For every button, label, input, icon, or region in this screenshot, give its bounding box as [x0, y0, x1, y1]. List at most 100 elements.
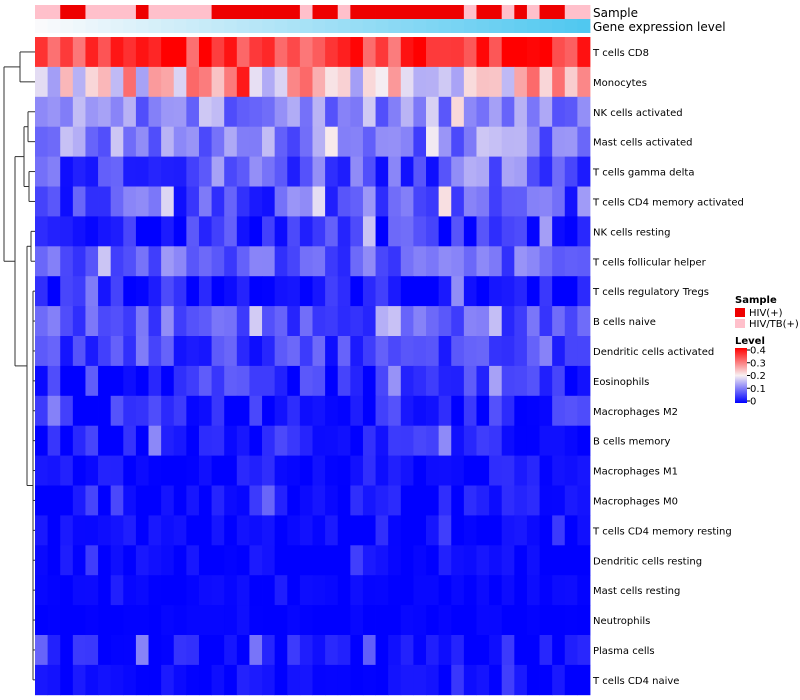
- gene-level-cell: [123, 19, 137, 33]
- heatmap-cell: [413, 216, 427, 247]
- heatmap-cell: [35, 605, 49, 636]
- heatmap-cell: [148, 664, 162, 696]
- sample-cell: [539, 5, 553, 19]
- sample-cell: [577, 5, 591, 19]
- heatmap-cell: [186, 246, 200, 277]
- heatmap-cell: [161, 276, 175, 307]
- heatmap-cell: [236, 306, 250, 337]
- heatmap-cell: [514, 126, 528, 157]
- heatmap-cell: [564, 605, 578, 636]
- heatmap-cell: [463, 276, 477, 307]
- heatmap-cell: [47, 156, 61, 187]
- heatmap-cell: [236, 186, 250, 217]
- heatmap-cell: [123, 37, 137, 68]
- heatmap-cell: [426, 156, 440, 187]
- heatmap-cell: [98, 455, 112, 486]
- heatmap-cell: [325, 515, 339, 546]
- heatmap-cell: [98, 395, 112, 427]
- heatmap-cell: [400, 66, 414, 98]
- heatmap-cell: [135, 455, 149, 486]
- heatmap-cell: [426, 216, 440, 247]
- heatmap-cell: [501, 306, 515, 337]
- heatmap-cell: [161, 664, 175, 696]
- heatmap-cell: [312, 246, 326, 277]
- heatmap-cell: [198, 336, 212, 367]
- heatmap-cell: [463, 365, 477, 397]
- heatmap-cell: [539, 395, 553, 427]
- sample-cell: [362, 5, 376, 19]
- heatmap-cell: [110, 306, 124, 337]
- heatmap-cell: [161, 216, 175, 247]
- sample-cell: [337, 5, 351, 19]
- heatmap-cell: [337, 126, 351, 157]
- heatmap-cell: [173, 216, 187, 247]
- heatmap-cell: [413, 126, 427, 157]
- heatmap-cell: [148, 425, 162, 456]
- heatmap-cell: [388, 336, 402, 367]
- heatmap-cell: [451, 575, 465, 606]
- sample-legend: Sample HIV(+) HIV/TB(+): [735, 295, 799, 330]
- heatmap-cell: [577, 216, 591, 247]
- heatmap-cell: [98, 575, 112, 606]
- heatmap-cell: [577, 186, 591, 217]
- gene-level-cell: [224, 19, 238, 33]
- heatmap-cell: [400, 246, 414, 277]
- heatmap-cell: [72, 664, 86, 696]
- heatmap-cell: [35, 664, 49, 696]
- heatmap-cell: [539, 156, 553, 187]
- heatmap-cell: [501, 96, 515, 128]
- heatmap-cell: [173, 425, 187, 456]
- heatmap-cell: [123, 664, 137, 696]
- heatmap-cell: [526, 336, 540, 367]
- heatmap-cell: [413, 515, 427, 546]
- row-label: B cells naive: [593, 317, 656, 328]
- heatmap-cell: [312, 186, 326, 217]
- heatmap-cell: [526, 485, 540, 516]
- level-legend: Level 0.40.3 0.2 0.1 0: [735, 336, 766, 408]
- heatmap-cell: [98, 545, 112, 576]
- heatmap-cell: [501, 485, 515, 516]
- heatmap-cell: [148, 485, 162, 516]
- heatmap-cell: [312, 336, 326, 367]
- heatmap-cell: [198, 276, 212, 307]
- heatmap-cell: [337, 605, 351, 636]
- heatmap-cell: [274, 605, 288, 636]
- heatmap-cell: [564, 306, 578, 337]
- heatmap-cell: [224, 336, 238, 367]
- heatmap-cell: [564, 66, 578, 98]
- heatmap-cell: [400, 126, 414, 157]
- heatmap-cell: [148, 246, 162, 277]
- heatmap-cell: [501, 276, 515, 307]
- heatmap-cell: [350, 575, 364, 606]
- heatmap-cell: [426, 336, 440, 367]
- heatmap-cell: [236, 365, 250, 397]
- heatmap-cell: [501, 216, 515, 247]
- heatmap-cell: [438, 485, 452, 516]
- heatmap-cell: [489, 186, 503, 217]
- heatmap-cell: [388, 485, 402, 516]
- heatmap-cell: [274, 515, 288, 546]
- heatmap-cell: [501, 425, 515, 456]
- heatmap-cell: [47, 455, 61, 486]
- gene-level-cell: [438, 19, 452, 33]
- heatmap-cell: [224, 395, 238, 427]
- heatmap-cell: [173, 246, 187, 277]
- heatmap-cell: [186, 336, 200, 367]
- heatmap-cell: [350, 605, 364, 636]
- heatmap-cell: [489, 545, 503, 576]
- heatmap-cell: [161, 365, 175, 397]
- heatmap-cell: [274, 485, 288, 516]
- heatmap-cell: [135, 96, 149, 128]
- heatmap-cell: [186, 186, 200, 217]
- heatmap-cell: [564, 365, 578, 397]
- heatmap-cell: [400, 216, 414, 247]
- heatmap-cell: [85, 545, 99, 576]
- heatmap-cell: [287, 276, 301, 307]
- heatmap-cell: [362, 575, 376, 606]
- heatmap-cell: [110, 276, 124, 307]
- row-label: Macrophages M2: [593, 407, 678, 418]
- heatmap-cell: [299, 635, 313, 666]
- sample-cell: [249, 5, 263, 19]
- heatmap-cell: [262, 395, 276, 427]
